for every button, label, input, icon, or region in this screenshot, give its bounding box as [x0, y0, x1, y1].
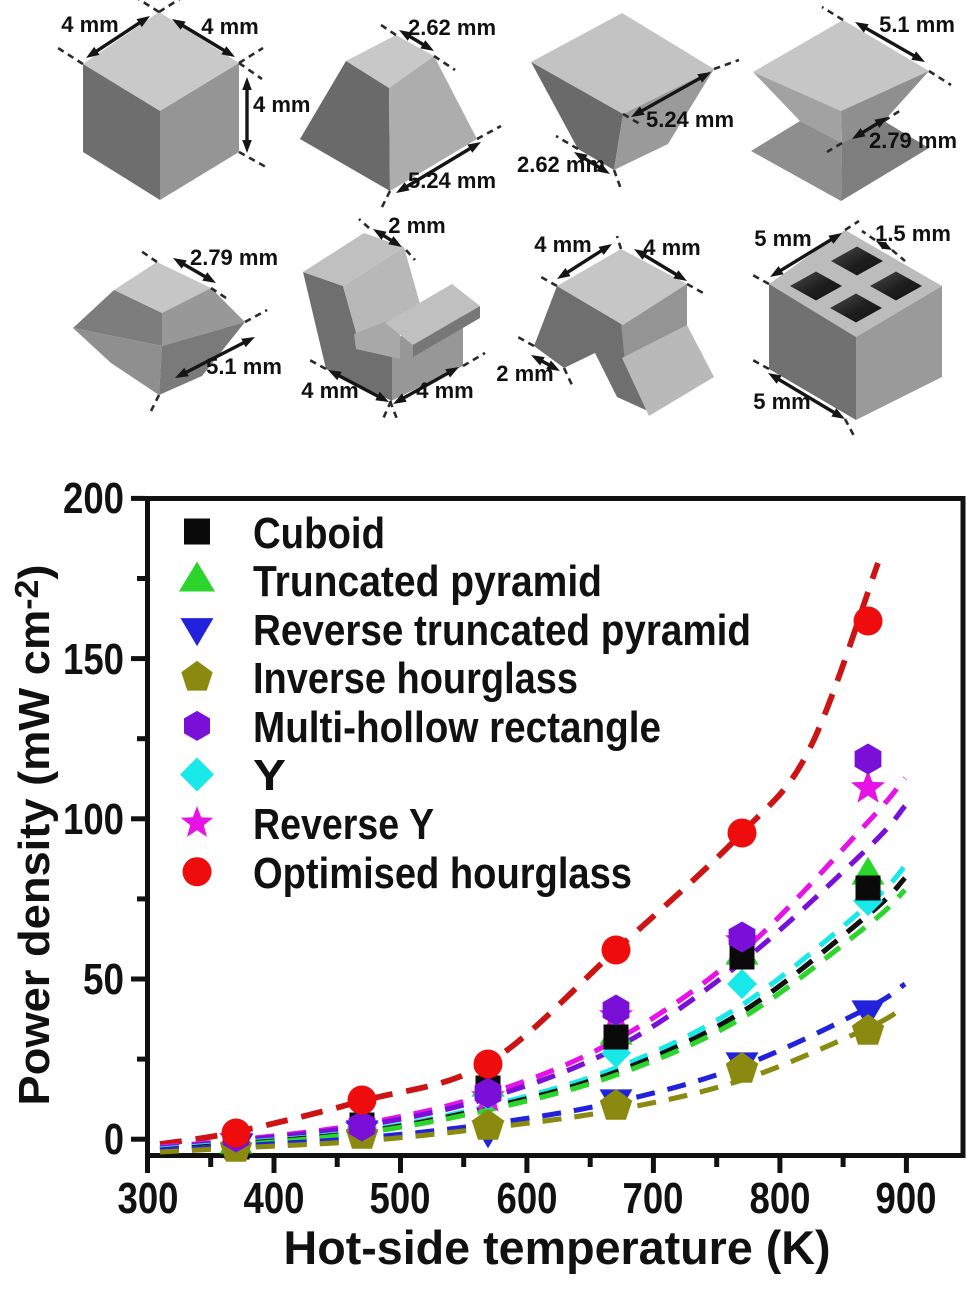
svg-text:0: 0: [104, 1115, 124, 1164]
svg-text:4 mm: 4 mm: [61, 12, 118, 37]
svg-text:4 mm: 4 mm: [416, 378, 473, 403]
svg-text:Inverse hourglass: Inverse hourglass: [253, 654, 578, 703]
svg-text:4 mm: 4 mm: [534, 232, 591, 257]
svg-text:600: 600: [497, 1174, 558, 1223]
svg-text:Reverse Y: Reverse Y: [253, 800, 434, 849]
svg-text:150: 150: [63, 635, 124, 684]
svg-text:700: 700: [623, 1174, 684, 1223]
svg-text:2.62 mm: 2.62 mm: [517, 152, 605, 177]
svg-text:2.79 mm: 2.79 mm: [869, 128, 957, 153]
svg-text:4 mm: 4 mm: [301, 378, 358, 403]
svg-text:4 mm: 4 mm: [253, 92, 310, 117]
svg-text:400: 400: [244, 1174, 305, 1223]
svg-text:Y: Y: [253, 751, 286, 800]
svg-text:5 mm: 5 mm: [754, 226, 811, 251]
svg-text:500: 500: [370, 1174, 431, 1223]
svg-text:Hot-side temperature (K): Hot-side temperature (K): [284, 1221, 831, 1274]
svg-text:Multi-hollow rectangle: Multi-hollow rectangle: [253, 703, 661, 752]
svg-text:Power density (mW cm-2): Power density (mW cm-2): [8, 565, 59, 1106]
svg-text:5 mm: 5 mm: [753, 389, 810, 414]
svg-text:4 mm: 4 mm: [643, 235, 700, 260]
svg-text:5.24 mm: 5.24 mm: [408, 168, 496, 193]
svg-text:50: 50: [83, 955, 124, 1004]
svg-text:5.1 mm: 5.1 mm: [879, 12, 955, 37]
svg-text:300: 300: [118, 1174, 179, 1223]
svg-text:2.62 mm: 2.62 mm: [408, 15, 496, 40]
svg-text:100: 100: [63, 795, 124, 844]
svg-text:Cuboid: Cuboid: [253, 509, 385, 558]
svg-text:Reverse truncated pyramid: Reverse truncated pyramid: [253, 606, 751, 655]
svg-text:200: 200: [63, 474, 124, 523]
svg-text:1.5 mm: 1.5 mm: [875, 221, 951, 246]
svg-text:2 mm: 2 mm: [388, 213, 445, 238]
svg-text:2.79 mm: 2.79 mm: [190, 245, 278, 270]
svg-text:Truncated pyramid: Truncated pyramid: [253, 557, 602, 606]
svg-text:900: 900: [876, 1174, 937, 1223]
svg-text:4 mm: 4 mm: [201, 14, 258, 39]
svg-text:5.24 mm: 5.24 mm: [646, 107, 734, 132]
svg-text:5.1 mm: 5.1 mm: [206, 354, 282, 379]
svg-text:Optimised hourglass: Optimised hourglass: [253, 849, 632, 898]
svg-text:2 mm: 2 mm: [496, 361, 553, 386]
svg-text:800: 800: [750, 1174, 811, 1223]
